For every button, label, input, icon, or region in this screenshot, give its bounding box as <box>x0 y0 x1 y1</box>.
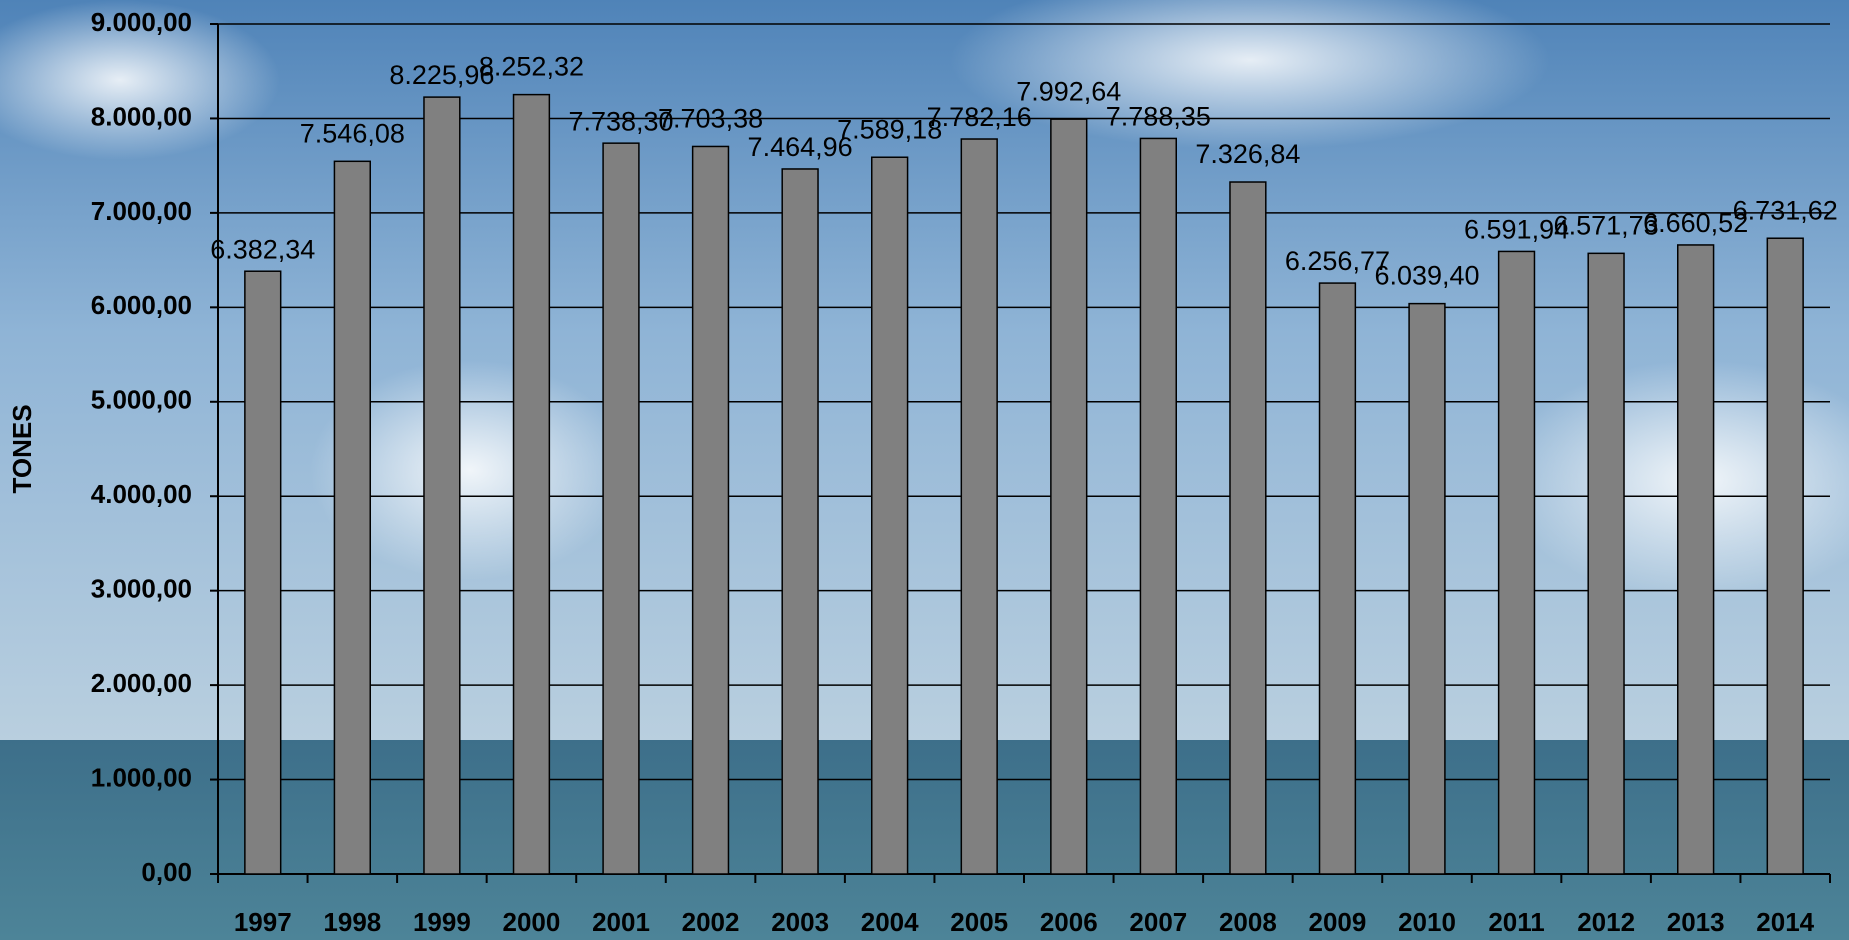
value-label: 6.382,34 <box>210 234 315 264</box>
cloud <box>0 0 280 160</box>
bar <box>333 160 371 875</box>
y-tick-label: 3.000,00 <box>91 574 192 604</box>
value-label: 6.256,77 <box>1285 246 1390 276</box>
bar <box>1139 137 1177 875</box>
bar <box>244 270 282 875</box>
y-tick-label: 0,00 <box>141 857 192 887</box>
x-tick-label: 2001 <box>592 907 650 937</box>
y-tick-label: 5.000,00 <box>91 385 192 415</box>
x-tick-label: 2008 <box>1219 907 1277 937</box>
bar <box>871 156 909 875</box>
bar <box>1229 181 1267 875</box>
y-axis-label: TONES <box>7 404 37 493</box>
y-tick-label: 2.000,00 <box>91 668 192 698</box>
y-tick-label: 4.000,00 <box>91 479 192 509</box>
sea-background <box>0 740 1849 940</box>
value-label: 7.589,18 <box>837 114 942 144</box>
value-label: 7.464,96 <box>748 132 853 162</box>
value-label: 7.992,64 <box>1016 76 1121 106</box>
value-label: 7.703,38 <box>658 104 763 134</box>
y-tick-label: 6.000,00 <box>91 290 192 320</box>
bar <box>1677 244 1715 875</box>
y-tick-label: 1.000,00 <box>91 762 192 792</box>
x-tick-label: 2000 <box>503 907 561 937</box>
y-tick-label: 7.000,00 <box>91 196 192 226</box>
x-tick-label: 2009 <box>1309 907 1367 937</box>
value-label: 6.039,40 <box>1374 261 1479 291</box>
x-tick-label: 2004 <box>861 907 919 937</box>
x-tick-label: 2002 <box>682 907 740 937</box>
x-tick-label: 2005 <box>950 907 1008 937</box>
x-tick-label: 2014 <box>1756 907 1814 937</box>
x-tick-label: 2006 <box>1040 907 1098 937</box>
bar <box>423 96 461 875</box>
x-tick-label: 2010 <box>1398 907 1456 937</box>
value-label: 7.782,16 <box>927 102 1032 132</box>
bar <box>781 168 819 875</box>
value-label: 7.738,30 <box>568 106 673 136</box>
value-label: 7.546,08 <box>300 118 405 148</box>
value-label: 8.225,96 <box>389 60 494 90</box>
value-label: 7.788,35 <box>1106 102 1211 132</box>
x-tick-label: 2003 <box>771 907 829 937</box>
y-tick-label: 9.000,00 <box>91 7 192 37</box>
bar <box>512 93 551 875</box>
value-label: 6.591,94 <box>1464 215 1569 245</box>
bar <box>1050 118 1088 875</box>
bar <box>1497 250 1536 875</box>
bar <box>960 138 998 875</box>
bar <box>1318 282 1357 875</box>
cloud <box>950 0 1550 150</box>
value-label: 6.660,52 <box>1643 208 1748 238</box>
x-tick-label: 2013 <box>1667 907 1725 937</box>
value-label: 8.252,32 <box>479 52 584 82</box>
bar <box>602 142 640 875</box>
x-tick-label: 2007 <box>1129 907 1187 937</box>
value-label: 7.326,84 <box>1195 139 1300 169</box>
bar <box>1587 252 1625 875</box>
value-label: 6.571,73 <box>1554 210 1659 240</box>
y-tick-label: 8.000,00 <box>91 101 192 131</box>
x-tick-label: 1998 <box>323 907 381 937</box>
x-tick-label: 2011 <box>1488 907 1544 937</box>
bar <box>1408 302 1446 875</box>
x-tick-label: 1999 <box>413 907 471 937</box>
x-tick-label: 1997 <box>234 907 292 937</box>
bar <box>1766 237 1804 875</box>
x-tick-label: 2012 <box>1577 907 1635 937</box>
cloud <box>1500 360 1849 600</box>
sky-background <box>0 0 1849 740</box>
bar <box>691 145 730 875</box>
value-label: 6.731,62 <box>1733 195 1838 225</box>
